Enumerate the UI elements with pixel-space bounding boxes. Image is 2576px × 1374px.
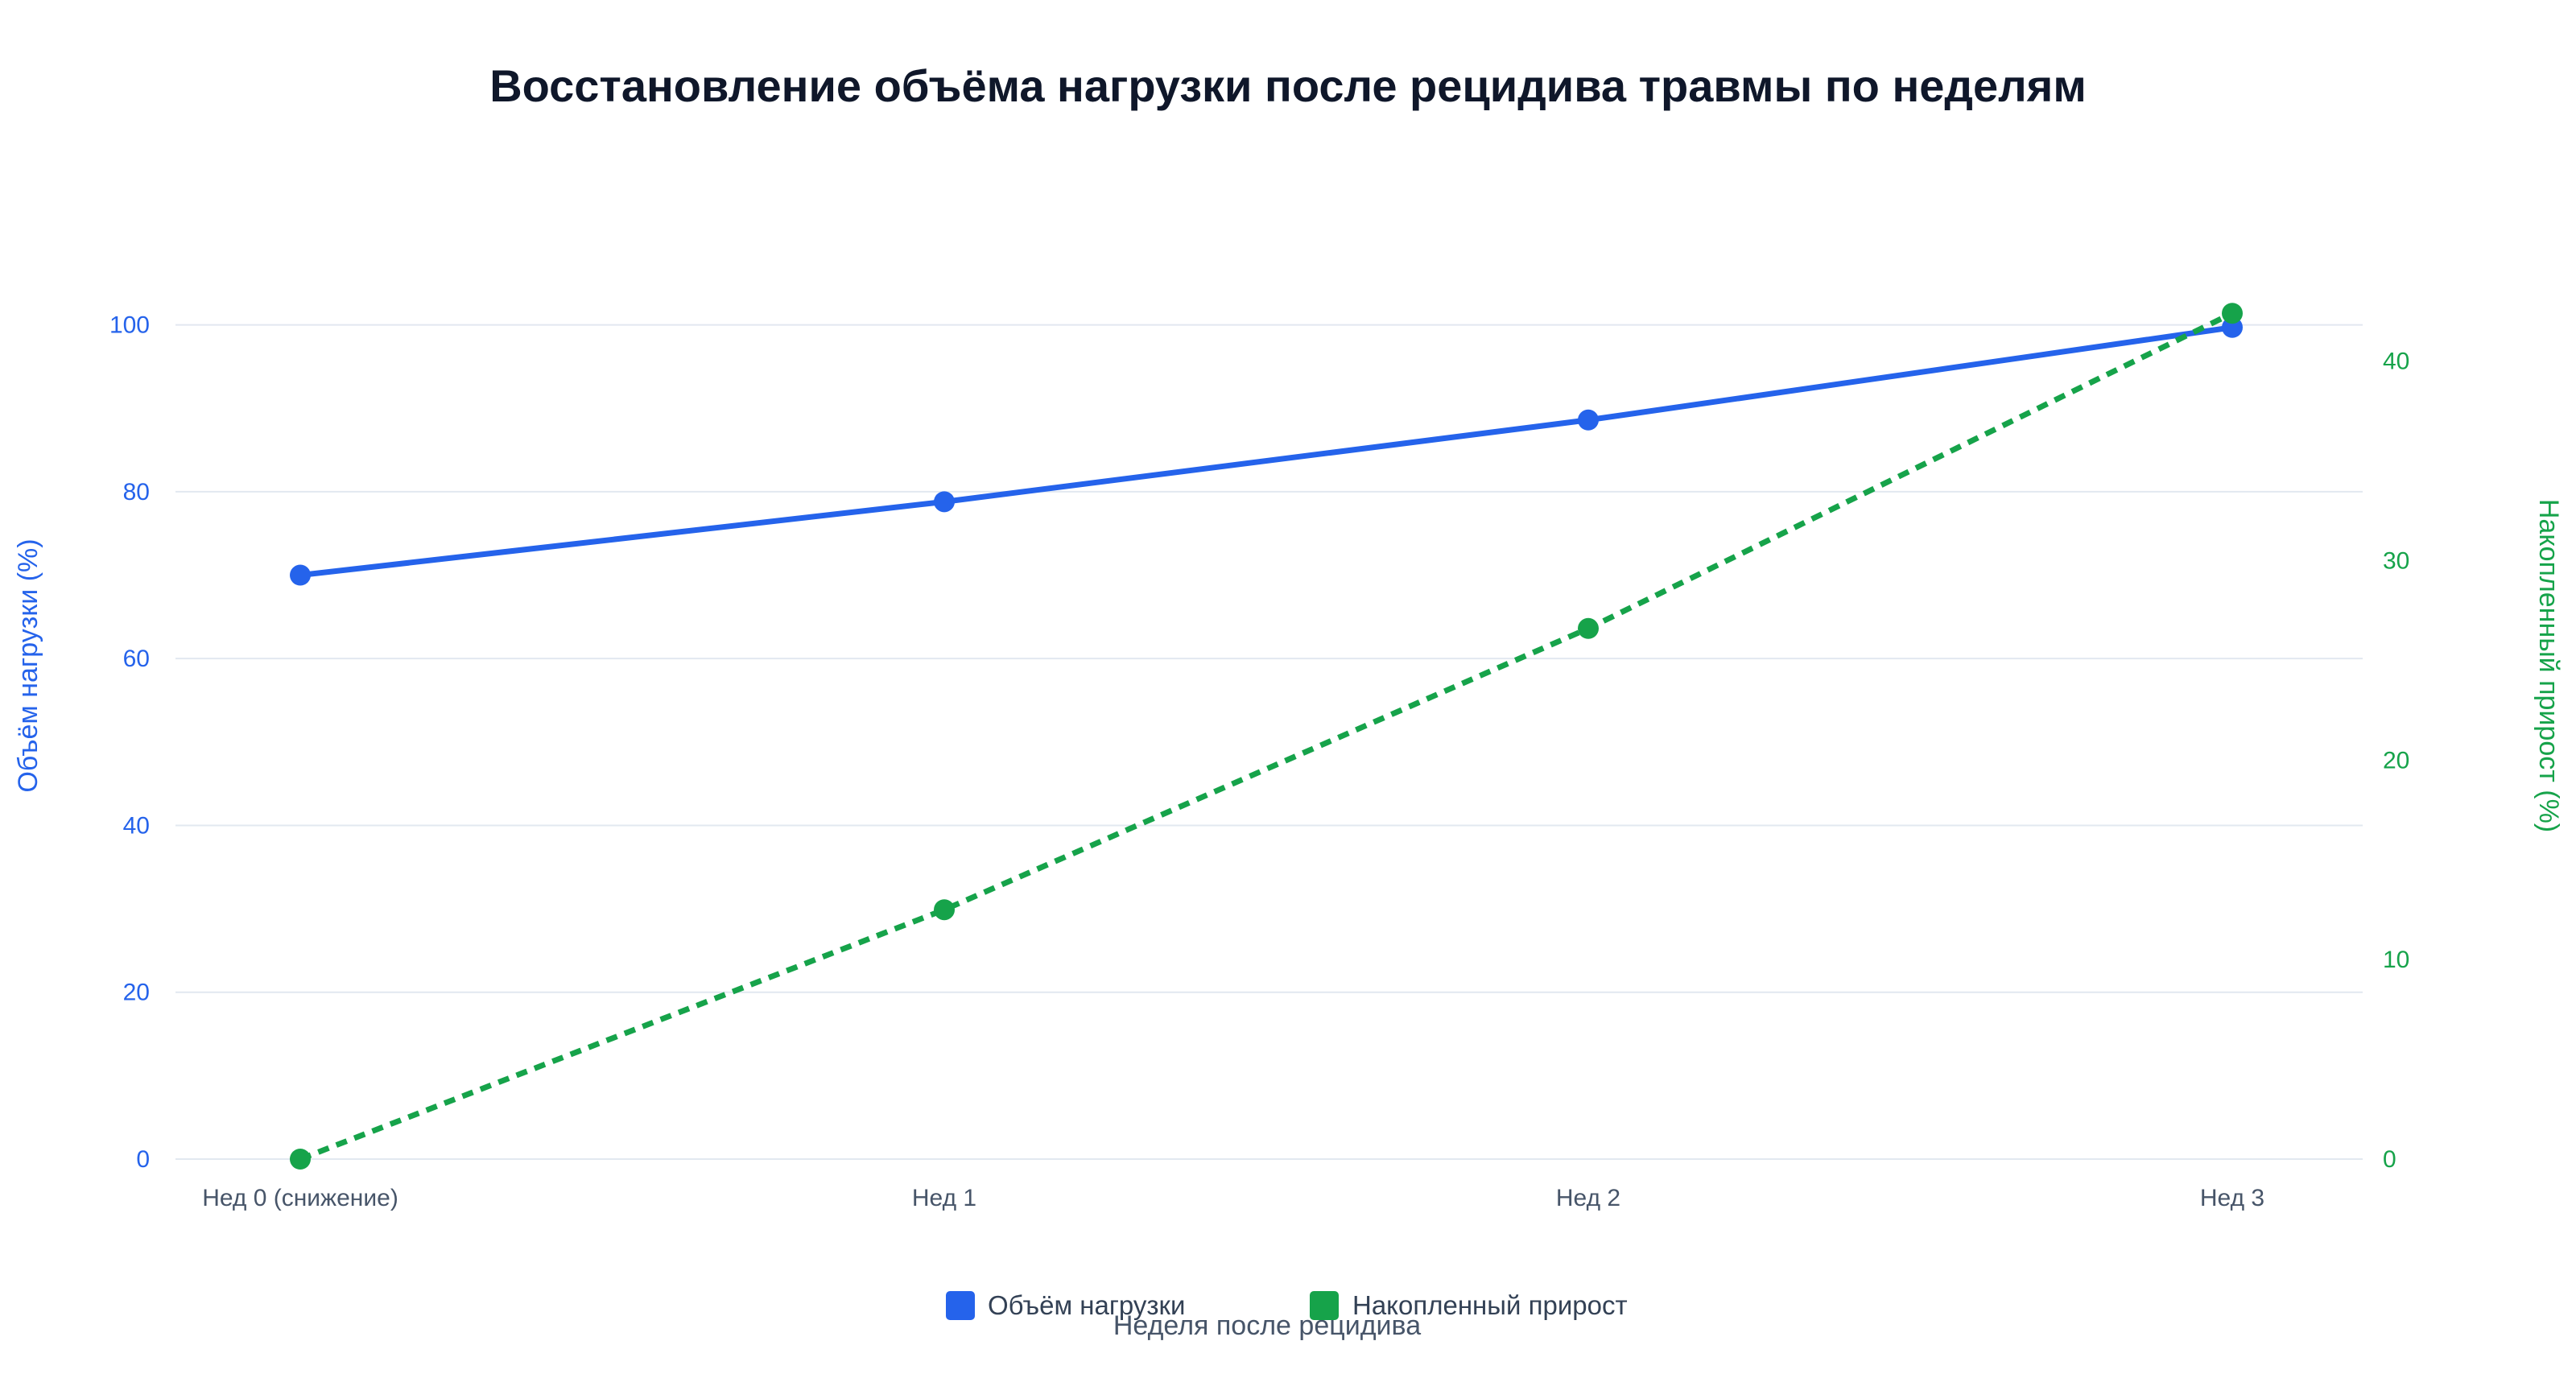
x-tick-label: Нед 2: [1556, 1185, 1620, 1211]
left-axis-title: Объём нагрузки (%): [13, 538, 43, 792]
legend-swatch-volume[interactable]: [946, 1291, 975, 1320]
data-point-1-1[interactable]: [934, 899, 955, 921]
series-layer: [290, 303, 2243, 1170]
data-point-0-0[interactable]: [290, 564, 311, 586]
right-tick-label: 20: [2383, 747, 2409, 774]
x-tick-label: Нед 0 (снижение): [202, 1185, 398, 1211]
x-axis-ticks: Нед 0 (снижение) Нед 1 Нед 2 Нед 3: [202, 1185, 2264, 1211]
series-line-1: [299, 311, 2234, 1162]
chart-title: Восстановление объёма нагрузки после рец…: [489, 60, 2087, 111]
left-tick-label: 0: [136, 1146, 150, 1173]
right-tick-label: 40: [2383, 349, 2409, 375]
right-axis-ticks: 0 10 20 30 40: [2383, 349, 2409, 1173]
left-tick-label: 20: [123, 980, 150, 1006]
left-tick-label: 80: [123, 479, 150, 505]
legend-label-cumulative[interactable]: Накопленный прирост: [1352, 1290, 1628, 1320]
x-tick-label: Нед 1: [912, 1185, 976, 1211]
legend-swatch-cumulative[interactable]: [1310, 1291, 1339, 1320]
data-point-1-0[interactable]: [290, 1149, 311, 1170]
left-tick-label: 40: [123, 812, 150, 839]
right-tick-label: 10: [2383, 947, 2409, 973]
data-point-1-3[interactable]: [2222, 303, 2243, 324]
data-point-0-2[interactable]: [1578, 409, 1599, 431]
left-tick-label: 60: [123, 646, 150, 672]
legend-label-volume[interactable]: Объём нагрузки: [988, 1290, 1185, 1320]
gridlines: [175, 324, 2363, 1160]
series-line-0: [297, 324, 2235, 579]
x-tick-label: Нед 3: [2200, 1185, 2264, 1211]
data-point-0-1[interactable]: [934, 491, 955, 513]
right-tick-label: 30: [2383, 548, 2409, 575]
right-axis-title: Накопленный прирост (%): [2533, 499, 2564, 832]
x-axis-title: Неделя после рецидива: [1113, 1310, 1421, 1341]
left-tick-label: 100: [109, 312, 150, 339]
data-point-1-2[interactable]: [1578, 617, 1599, 639]
legend: Объём нагрузки Накопленный прирост: [946, 1290, 1628, 1320]
left-axis-ticks: 0 20 40 60 80 100: [109, 312, 150, 1173]
right-tick-label: 0: [2383, 1146, 2396, 1173]
